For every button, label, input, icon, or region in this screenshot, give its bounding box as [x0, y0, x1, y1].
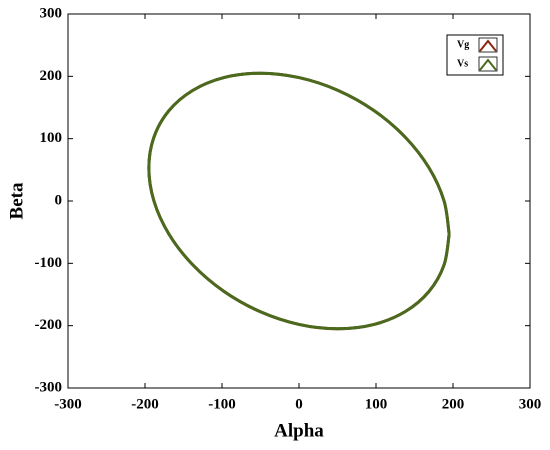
legend-swatch-box: [478, 56, 498, 72]
x-tick-label: -200: [131, 396, 159, 412]
legend-swatch-box: [478, 37, 498, 53]
y-tick-label: 200: [40, 68, 63, 84]
y-tick-label: 300: [40, 5, 63, 21]
x-axis-label: Alpha: [274, 420, 324, 441]
legend-swatch: [479, 58, 497, 71]
y-axis-label: Beta: [6, 182, 27, 219]
legend-swatch: [479, 39, 497, 52]
x-tick-label: 200: [442, 396, 465, 412]
y-tick-label: -200: [35, 317, 63, 333]
y-tick-label: -100: [35, 255, 63, 271]
x-tick-label: 300: [519, 396, 542, 412]
x-tick-label: -300: [54, 396, 82, 412]
x-tick-label: -100: [208, 396, 236, 412]
y-tick-label: 100: [40, 130, 63, 146]
series-line: [147, 71, 451, 331]
y-tick-label: 0: [55, 192, 63, 208]
series-line: [147, 71, 451, 331]
x-tick-label: 100: [365, 396, 388, 412]
y-tick-label: -300: [35, 379, 63, 395]
legend-label: Vs: [457, 58, 468, 69]
x-tick-label: 0: [295, 396, 303, 412]
legend-label: Vg: [457, 39, 469, 50]
